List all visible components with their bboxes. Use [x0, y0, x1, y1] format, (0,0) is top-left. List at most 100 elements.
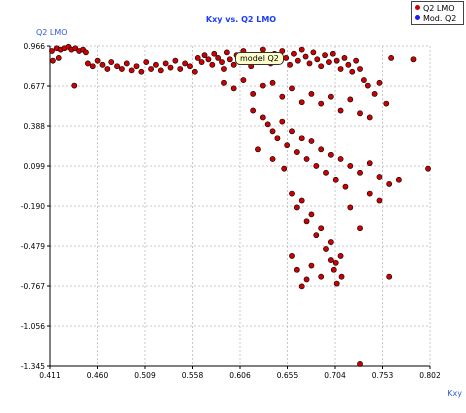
data-point: [366, 160, 373, 167]
data-point: [211, 50, 218, 57]
data-point: [308, 138, 315, 144]
data-point: [138, 68, 145, 75]
legend-item-q2-lmo: Q2 LMO: [415, 4, 455, 14]
x-tick-label: 0.606: [229, 371, 251, 380]
data-point: [219, 59, 225, 65]
data-point: [347, 163, 354, 169]
data-point: [376, 174, 383, 180]
data-point: [289, 253, 295, 259]
data-point: [230, 85, 237, 92]
data-point: [167, 64, 174, 71]
data-point: [298, 197, 305, 204]
data-point: [250, 91, 257, 97]
data-point: [182, 60, 188, 67]
data-point: [209, 61, 216, 68]
data-point: [318, 273, 325, 280]
data-point: [357, 110, 363, 117]
x-axis-label: Kxy: [447, 389, 462, 398]
data-point: [332, 176, 339, 183]
data-point: [50, 57, 56, 64]
data-point: [162, 60, 169, 67]
data-point: [361, 77, 367, 83]
y-tick-label: -0.767: [21, 282, 45, 291]
data-point: [303, 156, 310, 162]
data-point: [349, 68, 356, 75]
data-point: [298, 46, 305, 53]
data-point: [177, 66, 184, 72]
data-point: [269, 128, 276, 135]
legend: Q2 LMO Mod. Q2: [411, 1, 464, 25]
data-point: [250, 107, 257, 114]
data-point: [376, 79, 383, 86]
y-tick-label: -1.056: [21, 322, 45, 331]
data-point: [314, 56, 321, 63]
x-tick-label: 0.655: [277, 371, 299, 380]
data-point: [357, 361, 363, 367]
data-point: [364, 82, 371, 89]
data-point: [425, 165, 431, 172]
data-point: [313, 163, 320, 169]
data-point: [308, 211, 315, 218]
data-point: [279, 118, 286, 125]
data-point: [371, 91, 378, 97]
data-point: [294, 57, 301, 64]
chart-title: Kxy vs. Q2 LMO: [206, 15, 276, 24]
data-point: [264, 121, 271, 128]
data-point: [308, 262, 315, 269]
y-tick-label: 0.388: [24, 122, 46, 131]
y-tick-label: 0.099: [24, 162, 46, 171]
data-point: [72, 45, 79, 52]
data-point: [388, 55, 395, 61]
data-point: [293, 204, 300, 211]
data-point: [345, 61, 352, 68]
x-tick-label: 0.753: [372, 371, 394, 380]
data-point: [376, 197, 383, 204]
legend-marker-mod-q2: [415, 15, 420, 20]
data-point: [323, 169, 329, 176]
legend-item-mod-q2: Mod. Q2: [415, 14, 456, 24]
data-point: [318, 63, 325, 70]
y-tick-label: 0.966: [24, 42, 46, 51]
data-point: [386, 181, 393, 187]
legend-marker-q2-lmo: [415, 5, 420, 10]
data-point: [255, 146, 261, 153]
data-point: [133, 63, 140, 70]
data-point: [293, 266, 300, 273]
data-point: [337, 66, 344, 72]
data-point: [269, 156, 276, 162]
data-point: [341, 55, 348, 61]
data-point: [308, 91, 315, 97]
data-point: [157, 67, 164, 74]
data-point: [342, 183, 349, 190]
data-point: [128, 67, 135, 74]
data-point: [71, 82, 78, 89]
data-point: [284, 142, 291, 149]
data-point: [347, 96, 354, 103]
data-point: [49, 48, 55, 54]
data-point: [119, 66, 125, 72]
data-point: [298, 283, 305, 290]
data-point: [410, 56, 417, 63]
data-point: [143, 59, 150, 65]
data-point: [198, 59, 205, 65]
data-point: [357, 225, 363, 232]
data-point: [85, 60, 91, 67]
data-point: [201, 52, 208, 59]
data-point: [259, 114, 266, 121]
data-point: [347, 204, 354, 211]
data-point: [291, 50, 297, 57]
data-point: [99, 61, 106, 68]
data-point: [318, 225, 325, 232]
data-point: [357, 169, 363, 176]
data-point: [83, 49, 89, 56]
legend-label-mod-q2: Mod. Q2: [423, 14, 457, 23]
data-point: [194, 55, 201, 61]
x-tick-label: 0.802: [419, 371, 441, 380]
data-point: [357, 66, 363, 72]
data-point: [366, 114, 373, 121]
data-point: [366, 190, 373, 197]
data-point: [279, 93, 286, 100]
data-point: [289, 128, 295, 135]
data-point: [333, 280, 340, 287]
y-tick-label: -0.190: [21, 202, 45, 211]
